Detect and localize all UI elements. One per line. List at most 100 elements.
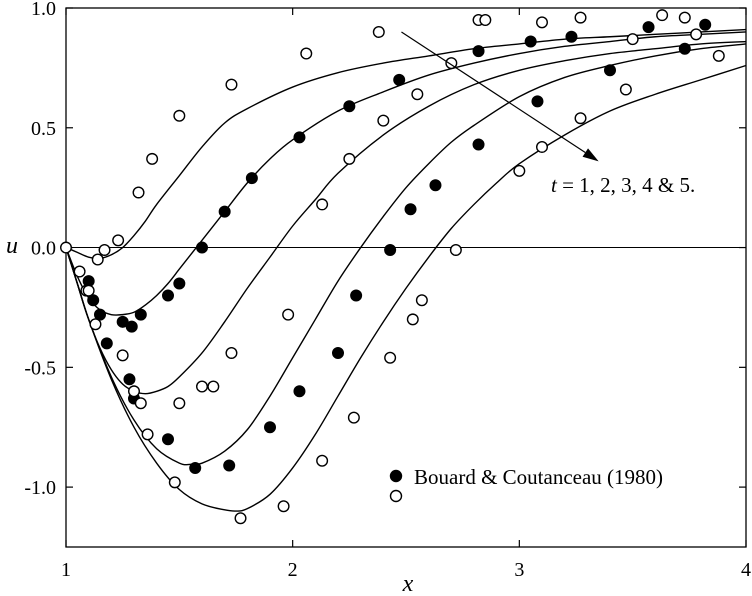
filled-data-point bbox=[264, 421, 277, 434]
filled-data-point bbox=[125, 320, 138, 333]
open-data-point bbox=[449, 243, 462, 256]
open-data-point bbox=[225, 78, 238, 91]
open-data-point bbox=[316, 454, 329, 467]
filled-data-point bbox=[293, 131, 306, 144]
open-data-point bbox=[619, 83, 632, 96]
legend-filled-marker bbox=[389, 469, 403, 483]
filled-data-point bbox=[189, 461, 202, 474]
filled-data-point bbox=[223, 459, 236, 472]
open-data-point bbox=[712, 49, 725, 62]
filled-data-point bbox=[604, 64, 617, 77]
filled-data-point bbox=[429, 179, 442, 192]
x-tick-label: 1 bbox=[61, 559, 71, 581]
open-data-point bbox=[277, 500, 290, 513]
open-data-point bbox=[207, 380, 220, 393]
filled-data-point bbox=[195, 241, 208, 254]
filled-data-point bbox=[642, 21, 655, 34]
open-data-point bbox=[173, 397, 186, 410]
curve-t-4 bbox=[65, 43, 747, 466]
plot-frame bbox=[65, 7, 747, 548]
open-data-point bbox=[141, 428, 154, 441]
filled-data-point bbox=[404, 203, 417, 216]
y-tick-label: 0.0 bbox=[31, 238, 56, 260]
filled-data-point bbox=[173, 277, 186, 290]
x-axis-label: x bbox=[402, 571, 414, 596]
open-data-point bbox=[89, 318, 102, 331]
filled-data-point bbox=[293, 385, 306, 398]
open-data-point bbox=[384, 351, 397, 364]
open-data-point bbox=[173, 109, 186, 122]
open-data-point bbox=[574, 112, 587, 125]
open-data-point bbox=[146, 152, 159, 165]
filled-data-point bbox=[350, 289, 363, 302]
tick-labels: 1 2 3 4 1.0 0.5 0.0 -0.5 -1.0 bbox=[24, 0, 751, 581]
filled-data-point bbox=[524, 35, 537, 48]
time-annotation: t = 1, 2, 3, 4 & 5. bbox=[401, 31, 695, 197]
open-data-point bbox=[195, 380, 208, 393]
open-data-point bbox=[377, 114, 390, 127]
filled-data-point bbox=[116, 315, 129, 328]
filled-data-point bbox=[134, 308, 147, 321]
open-data-point bbox=[513, 164, 526, 177]
open-data-point bbox=[225, 346, 238, 359]
filled-data-point bbox=[472, 45, 485, 58]
filled-data-point bbox=[393, 73, 406, 86]
annotation-t-values: = 1, 2, 3, 4 & 5. bbox=[557, 173, 695, 197]
open-data-point bbox=[626, 33, 639, 46]
annotation-arrow bbox=[401, 31, 586, 154]
open-data-point bbox=[411, 88, 424, 101]
filled-data-point bbox=[699, 18, 712, 31]
open-data-point bbox=[98, 243, 111, 256]
filled-data-point bbox=[123, 373, 136, 386]
filled-data-point bbox=[161, 433, 174, 446]
legend: Bouard & Coutanceau (1980) bbox=[389, 465, 663, 503]
open-data-point bbox=[690, 28, 703, 41]
filled-data-point bbox=[161, 289, 174, 302]
y-axis-label: u bbox=[6, 233, 18, 259]
open-data-point bbox=[234, 512, 247, 525]
open-data-point bbox=[536, 16, 549, 29]
open-data-point bbox=[347, 411, 360, 424]
data-points bbox=[60, 9, 725, 525]
open-data-point bbox=[406, 313, 419, 326]
open-data-point bbox=[112, 234, 125, 247]
x-tick-label: 2 bbox=[288, 559, 298, 581]
open-data-point bbox=[168, 476, 181, 489]
filled-data-point bbox=[384, 243, 397, 256]
filled-data-point bbox=[531, 95, 544, 108]
x-tick-label: 3 bbox=[514, 559, 524, 581]
open-data-point bbox=[678, 11, 691, 24]
open-data-point bbox=[536, 140, 549, 153]
filled-data-point bbox=[565, 30, 578, 43]
legend-label-filled: Bouard & Coutanceau (1980) bbox=[414, 465, 663, 489]
y-tick-label: 0.5 bbox=[31, 118, 56, 140]
open-data-point bbox=[60, 241, 73, 254]
curve-t-3 bbox=[65, 40, 747, 395]
open-data-point bbox=[300, 47, 313, 60]
open-data-point bbox=[91, 253, 104, 266]
open-data-point bbox=[132, 186, 145, 199]
y-tick-label: 1.0 bbox=[31, 0, 56, 20]
filled-data-point bbox=[93, 308, 106, 321]
annotation-t-symbol: t bbox=[551, 173, 558, 197]
open-data-point bbox=[116, 349, 129, 362]
open-data-point bbox=[415, 294, 428, 307]
filled-data-point bbox=[87, 294, 100, 307]
time-annotation-text: t = 1, 2, 3, 4 & 5. bbox=[551, 173, 695, 197]
filled-data-point bbox=[332, 346, 345, 359]
filled-data-point bbox=[218, 205, 231, 218]
open-data-point bbox=[479, 13, 492, 26]
annotation-arrowhead bbox=[582, 148, 599, 162]
y-tick-label: -1.0 bbox=[24, 477, 56, 499]
filled-data-point bbox=[472, 138, 485, 151]
open-data-point bbox=[73, 265, 86, 278]
open-data-point bbox=[343, 152, 356, 165]
open-data-point bbox=[134, 397, 147, 410]
open-data-point bbox=[574, 11, 587, 24]
open-data-point bbox=[316, 198, 329, 211]
legend-open-marker bbox=[389, 489, 403, 503]
y-tick-label: -0.5 bbox=[24, 357, 56, 379]
filled-data-point bbox=[100, 337, 113, 350]
